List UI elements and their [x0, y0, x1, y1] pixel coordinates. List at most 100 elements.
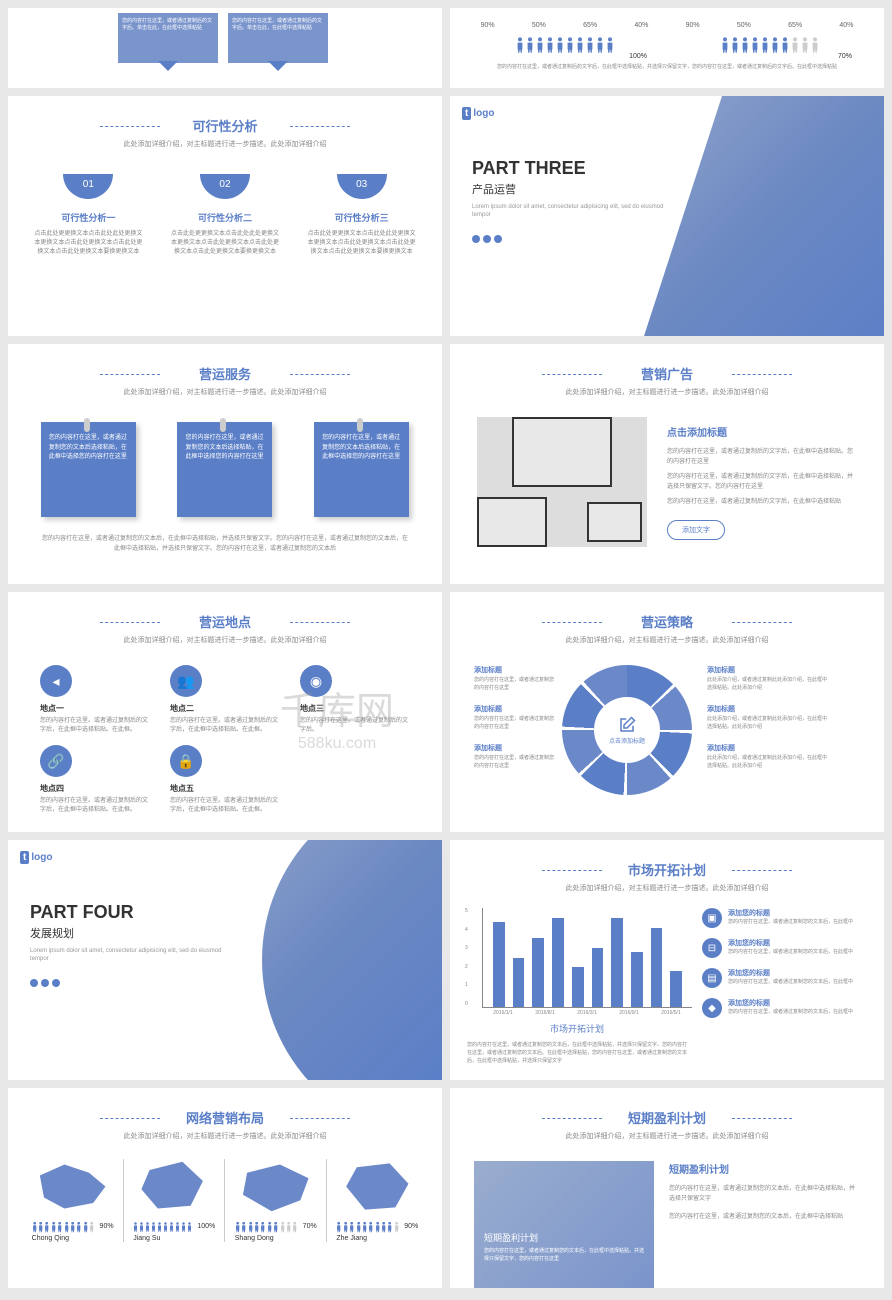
- slide-title: 营运服务: [20, 364, 430, 383]
- person-icon: [516, 37, 524, 53]
- map-shape: [32, 1159, 114, 1214]
- net-item: 100%Jiang Su: [129, 1159, 219, 1242]
- bar: [631, 952, 643, 1007]
- loc-icon: 🔗: [40, 745, 72, 777]
- card-text: 您的内容打在这里，或者通过复制后的文字后。单击在此，在此框中选择粘贴: [118, 13, 218, 35]
- bar: [493, 922, 505, 1007]
- feas-item: 01可行性分析一点击此处更更换文本点击此处此处更换文本更换文本点击此处更换文本点…: [33, 174, 143, 257]
- profit-image: 短期盈利计划 您的内容打在这里，或者通过复制您的文本后，在此框中选择粘贴。并选择…: [474, 1161, 654, 1288]
- person-icon: [731, 37, 739, 53]
- person-icon: [576, 37, 584, 53]
- map-shape: [133, 1159, 215, 1214]
- ad-heading: 点击添加标题: [667, 424, 857, 439]
- slide-sub: 此处添加详细介绍，对主标题进行进一步描述。此处添加详细介绍: [20, 139, 430, 149]
- person-icon: [811, 37, 819, 53]
- strat-item: 添加标题您的内容打在这里，或者通过复制您的内容打在这里: [474, 665, 557, 692]
- slide-partial-1: 您的内容打在这里，或者通过复制后的文字后。单击在此，在此框中选择粘贴 您的内容打…: [8, 8, 442, 88]
- person-icon: [526, 37, 534, 53]
- bar: [552, 918, 564, 1007]
- market-item: ◆添加您的标题您的内容打在这里，或者通过复制您的文本后，在此框中: [702, 998, 862, 1018]
- person-icon: [556, 37, 564, 53]
- bar-chart: 543210: [482, 908, 692, 1008]
- strat-item: 添加标题您的内容打在这里，或者通过复制您的内容打在这里: [474, 704, 557, 731]
- strat-item: 添加标题此处添加介绍，或者通过复制此处添加介绍，在此框中选择粘贴。此处添加介绍: [707, 704, 827, 731]
- bar: [513, 958, 525, 1008]
- slide-sub: 此处添加详细介绍，对主标题进行进一步描述。此处添加详细介绍: [462, 635, 872, 645]
- market-icon: ▣: [702, 908, 722, 928]
- slide-title: 可行性分析: [20, 116, 430, 135]
- person-icon: [596, 37, 604, 53]
- chart-title: 市场开拓计划: [462, 1022, 692, 1035]
- market-item: ▤添加您的标题您的内容打在这里，或者通过复制您的文本后，在此框中: [702, 968, 862, 988]
- map-shape: [336, 1159, 418, 1214]
- note: 您的内容打在这里，或者通过复制您的文本后选择粘贴，在此框中选择您的内容打在这里: [314, 422, 409, 517]
- people-pct: 70%: [667, 53, 872, 60]
- loc-item: 🔒地点五您的内容打在这里。或者通过复制后的文字后，在此框中选择粘贴。在此框。: [170, 745, 280, 815]
- slide-strategy: 营运策略 此处添加详细介绍，对主标题进行进一步描述。此处添加详细介绍 添加标题您…: [450, 592, 884, 832]
- ad-button[interactable]: 添加文字: [667, 520, 725, 540]
- strat-item: 添加标题您的内容打在这里，或者通过复制您的内容打在这里: [474, 743, 557, 770]
- people-pct: 100%: [462, 53, 667, 60]
- bar: [572, 967, 584, 1007]
- market-icon: ▤: [702, 968, 722, 988]
- slide-title: 短期盈利计划: [462, 1108, 872, 1127]
- slide-sub: 此处添加详细介绍，对主标题进行进一步描述。此处添加详细介绍: [462, 387, 872, 397]
- note: 您的内容打在这里，或者通过复制您的文本后选择粘贴，在此框中选择您的内容打在这里: [177, 422, 272, 517]
- person-icon: [566, 37, 574, 53]
- slide-title: 营运地点: [20, 612, 430, 631]
- slide-sub: 此处添加详细介绍，对主标题进行进一步描述。此处添加详细介绍: [20, 1131, 430, 1141]
- feas-item: 02可行性分析二点击此处更更换文本点击此处此处更换文本更换文本点击此处更换文本点…: [170, 174, 280, 257]
- loc-icon: ◂: [40, 665, 72, 697]
- slide-title: 市场开拓计划: [462, 860, 872, 879]
- person-icon: [586, 37, 594, 53]
- person-icon: [721, 37, 729, 53]
- person-icon: [801, 37, 809, 53]
- slide-title: 网络营销布局: [20, 1108, 430, 1127]
- slide-part3: logo PART THREE 产品运营 Lorem ipsum dolor s…: [450, 96, 884, 336]
- person-icon: [771, 37, 779, 53]
- loc-icon: 🔒: [170, 745, 202, 777]
- loc-item: 🔗地点四您的内容打在这里。或者通过复制后的文字后，在此框中选择粘贴。在此框。: [40, 745, 150, 815]
- building-image: [202, 840, 442, 1080]
- ad-para: 您的内容打在这里，或者通过复制后的文字后，在此框中选择粘贴。您的内容打在这里: [667, 447, 857, 467]
- slide-sub: 此处添加详细介绍，对主标题进行进一步描述。此处添加详细介绍: [462, 1131, 872, 1141]
- market-icon: ⊟: [702, 938, 722, 958]
- market-item: ▣添加您的标题您的内容打在这里，或者通过复制您的文本后，在此框中: [702, 908, 862, 928]
- person-icon: [751, 37, 759, 53]
- percent-row: 90%50%65%40%: [462, 22, 667, 29]
- slide-feasibility: 可行性分析 此处添加详细介绍，对主标题进行进一步描述。此处添加详细介绍 01可行…: [8, 96, 442, 336]
- loc-icon: ◉: [300, 665, 332, 697]
- person-icon: [761, 37, 769, 53]
- slide-sub: 此处添加详细介绍，对主标题进行进一步描述。此处添加详细介绍: [462, 883, 872, 893]
- net-item: 90%Chong Qing: [28, 1159, 118, 1242]
- slide-market: 市场开拓计划 此处添加详细介绍，对主标题进行进一步描述。此处添加详细介绍 543…: [450, 840, 884, 1080]
- market-item: ⊟添加您的标题您的内容打在这里，或者通过复制您的文本后，在此框中: [702, 938, 862, 958]
- person-icon: [781, 37, 789, 53]
- map-shape: [235, 1159, 317, 1214]
- ad-para: 您的内容打在这里，或者通过复制后的文字后，在此框中选择粘贴，并选择只保留文字。您…: [667, 472, 857, 492]
- slide-sub: 此处添加详细介绍，对主标题进行进一步描述。此处添加详细介绍: [20, 635, 430, 645]
- person-icon: [536, 37, 544, 53]
- slide-service: 营运服务 此处添加详细介绍，对主标题进行进一步描述。此处添加详细介绍 您的内容打…: [8, 344, 442, 584]
- bar: [592, 948, 604, 1007]
- slide-partial-2: 90%50%65%40% 100% 90%50%65%40% 70% 您的内容打…: [450, 8, 884, 88]
- ad-image: [477, 417, 647, 547]
- person-icon: [741, 37, 749, 53]
- person-icon: [546, 37, 554, 53]
- bar: [532, 938, 544, 1007]
- slide-network: 网络营销布局 此处添加详细介绍，对主标题进行进一步描述。此处添加详细介绍 90%…: [8, 1088, 442, 1288]
- bar: [670, 971, 682, 1007]
- profit-heading: 短期盈利计划: [669, 1161, 857, 1176]
- card-text: 您的内容打在这里，或者通过复制后的文字后。单击在此，在此框中选择粘贴: [228, 13, 328, 35]
- feas-item: 03可行性分析三点击此处更更换文本点击此处此处更换文本更换文本点击此处更换文本点…: [307, 174, 417, 257]
- slide-title: 营销广告: [462, 364, 872, 383]
- profit-para: 您的内容打在这里，或者通过复制您的文本后，在此框中选择粘贴，并选择只保留文字: [669, 1184, 857, 1204]
- ad-para: 您的内容打在这里，或者通过复制后的文字后，在此框中选择粘贴: [667, 497, 857, 507]
- bar: [611, 918, 623, 1007]
- bar: [651, 928, 663, 1007]
- note: 您的内容打在这里，或者通过复制您的文本后选择粘贴，在此框中选择您的内容打在这里: [41, 422, 136, 517]
- loc-item: 👥地点二您的内容打在这里。或者通过复制后的文字后，在此框中选择粘贴。在此框。: [170, 665, 280, 735]
- logo: logo: [462, 108, 494, 119]
- slide-sub: 此处添加详细介绍，对主标题进行进一步描述。此处添加详细介绍: [20, 387, 430, 397]
- logo: logo: [20, 852, 52, 863]
